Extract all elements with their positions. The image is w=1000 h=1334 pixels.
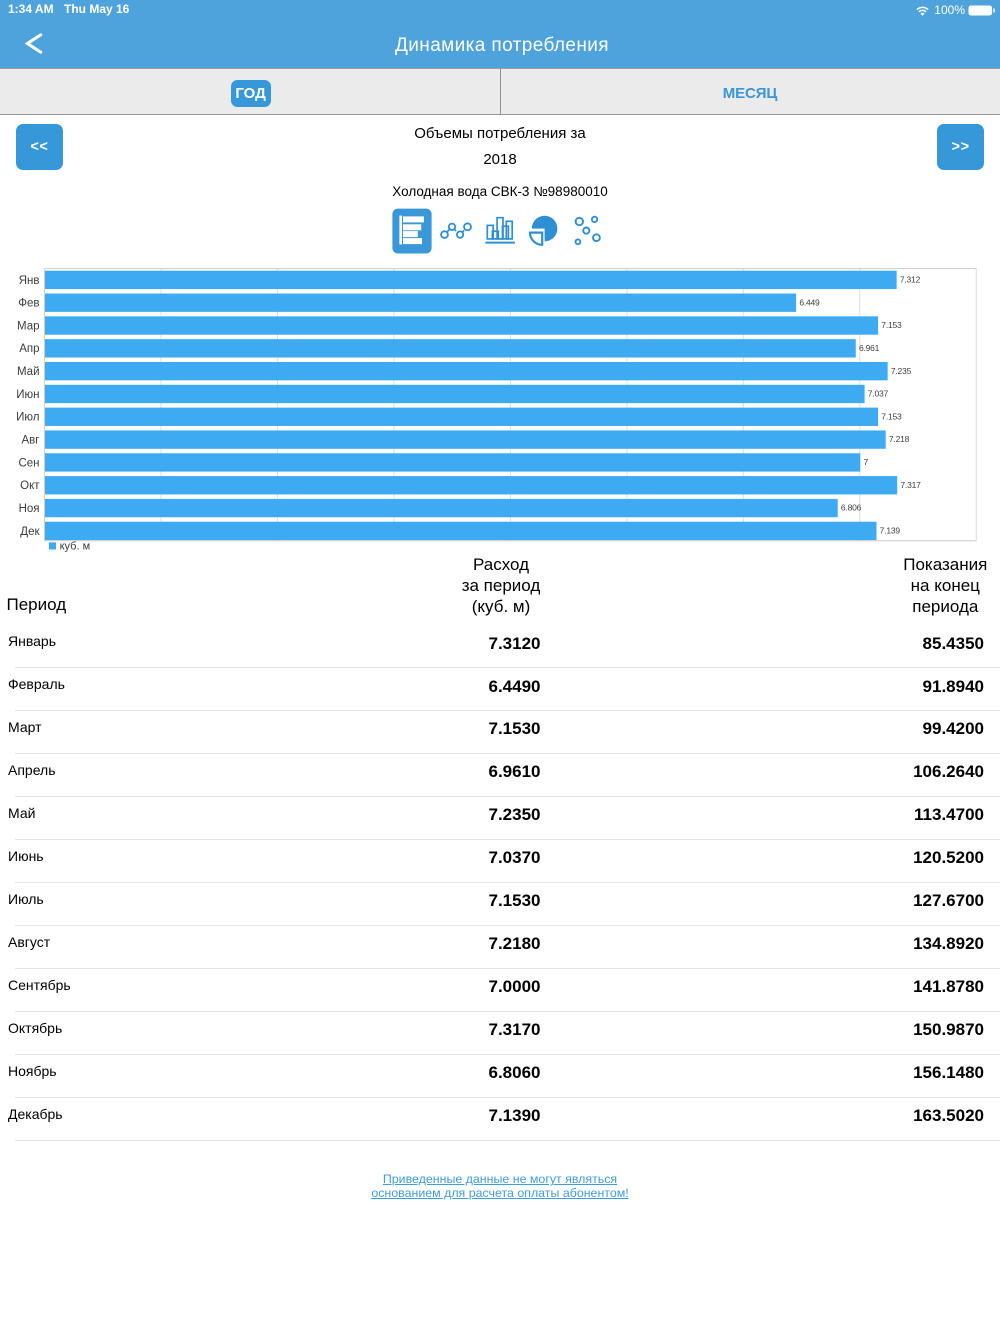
svg-text:Дек: Дек (20, 526, 40, 538)
svg-text:7.037: 7.037 (868, 389, 889, 399)
svg-text:куб. м: куб. м (60, 541, 91, 553)
svg-text:Мар: Мар (17, 320, 40, 332)
svg-text:7.218: 7.218 (889, 434, 910, 444)
svg-text:Май: Май (17, 366, 40, 378)
svg-text:6.806: 6.806 (841, 503, 862, 513)
svg-text:Окт: Окт (20, 480, 40, 492)
svg-text:7.312: 7.312 (900, 274, 921, 284)
svg-text:Ноя: Ноя (19, 503, 40, 515)
svg-text:7.153: 7.153 (881, 411, 902, 421)
svg-text:7.235: 7.235 (891, 366, 912, 376)
svg-text:Фев: Фев (18, 298, 39, 310)
svg-text:7.139: 7.139 (880, 526, 901, 536)
svg-text:7: 7 (863, 457, 868, 467)
svg-text:Сен: Сен (18, 457, 39, 469)
svg-text:6.449: 6.449 (799, 297, 820, 307)
svg-text:Июл: Июл (16, 412, 39, 424)
svg-text:Июн: Июн (16, 389, 39, 401)
svg-text:7.153: 7.153 (881, 320, 902, 330)
svg-text:7.317: 7.317 (900, 480, 921, 490)
svg-text:6.961: 6.961 (859, 343, 880, 353)
svg-text:Авг: Авг (22, 435, 40, 447)
svg-text:Апр: Апр (19, 343, 39, 355)
svg-text:Янв: Янв (19, 275, 40, 287)
